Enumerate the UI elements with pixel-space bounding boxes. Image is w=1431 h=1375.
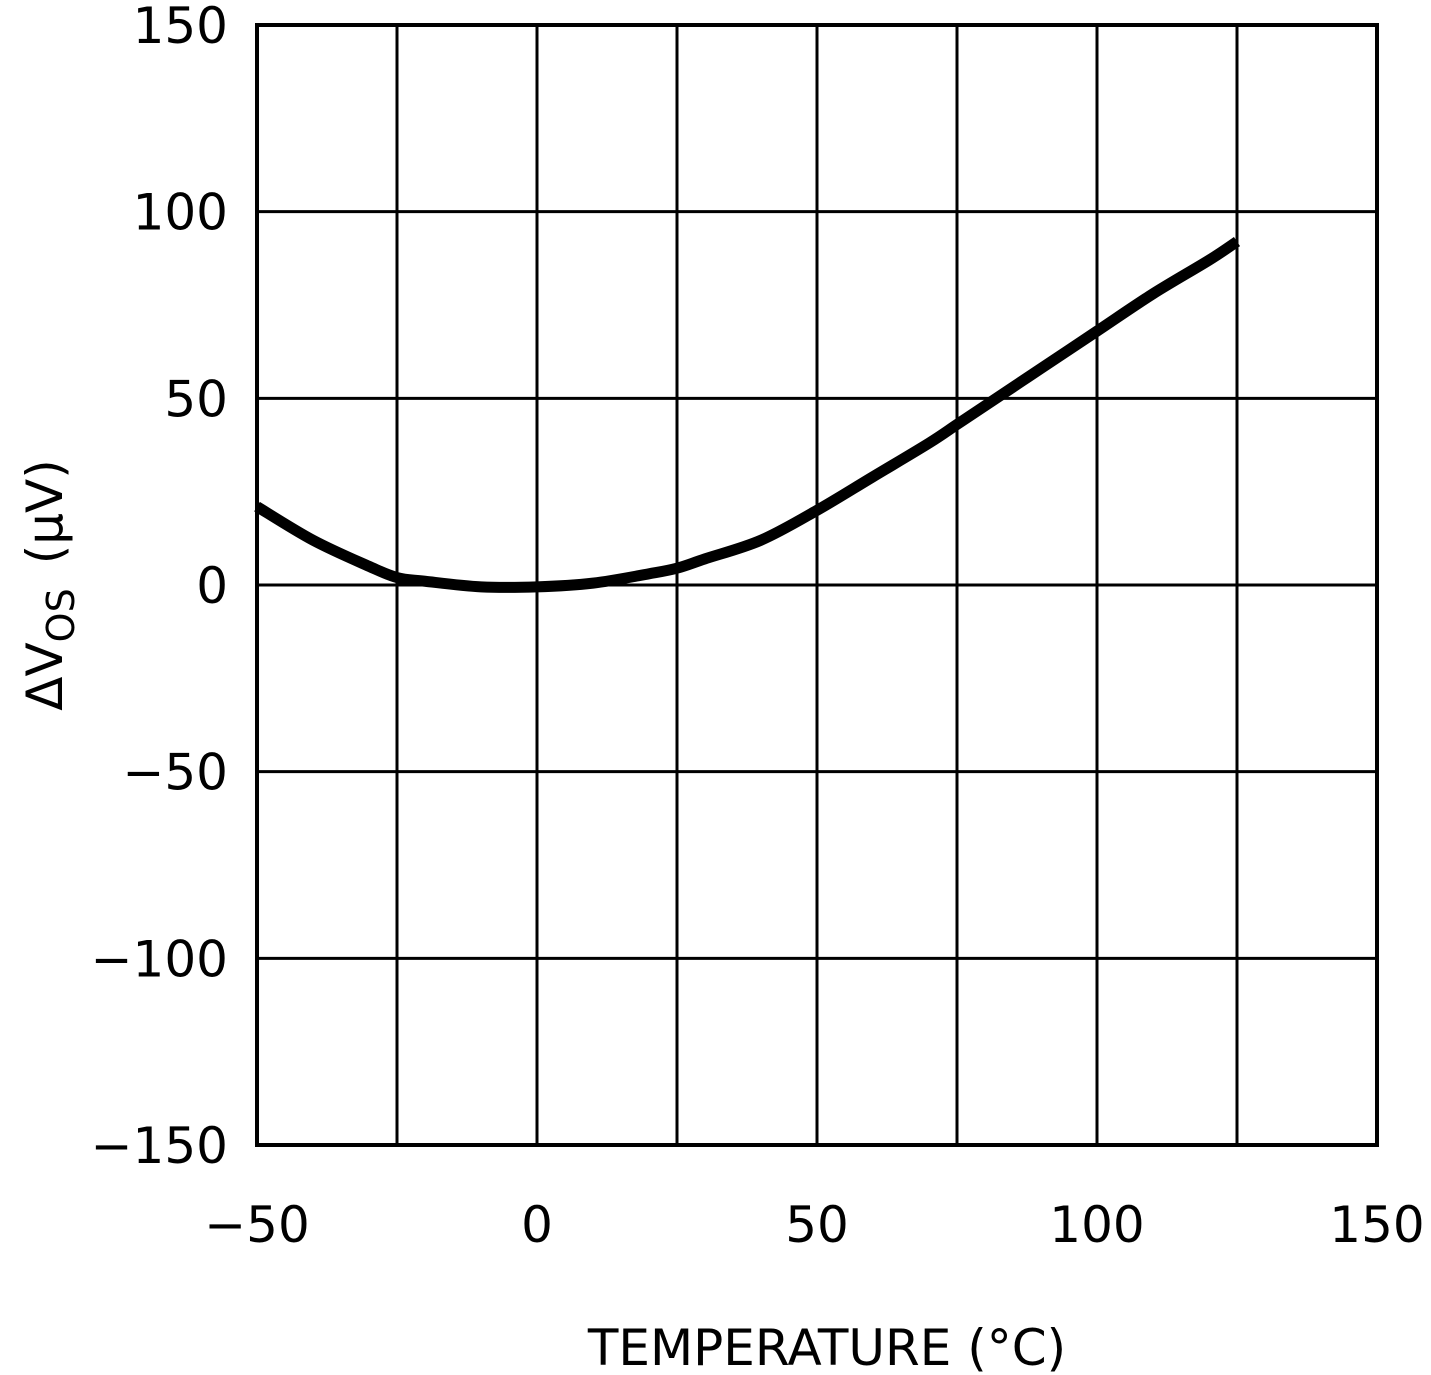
x-axis-label: TEMPERATURE (°C) <box>587 1319 1066 1375</box>
y-axis-tick-labels: −150 −100 −50 0 50 100 150 <box>91 0 228 1175</box>
y-tick-label: 100 <box>133 184 228 242</box>
y-tick-label: −100 <box>91 930 228 988</box>
data-line <box>254 236 1241 593</box>
x-tick-label: 0 <box>521 1196 553 1254</box>
y-tick-label: 0 <box>196 557 228 615</box>
x-tick-label: 100 <box>1049 1196 1144 1254</box>
y-axis-label: ΔVOS (µV) <box>16 459 83 710</box>
x-tick-label: −50 <box>204 1196 310 1254</box>
y-axis-label-sub: OS <box>39 588 83 642</box>
plot-frame <box>255 23 1379 1147</box>
y-axis-label-main: ΔV <box>16 642 74 710</box>
y-tick-label: −150 <box>91 1117 228 1175</box>
x-axis-tick-labels: −50 0 50 100 150 <box>204 1196 1424 1254</box>
x-tick-label: 150 <box>1329 1196 1424 1254</box>
y-tick-label: 50 <box>164 370 228 428</box>
svg-text:ΔVOS(µV): ΔVOS (µV) <box>16 459 83 710</box>
x-tick-label: 50 <box>785 1196 849 1254</box>
y-axis-label-unit: (µV) <box>16 459 74 564</box>
grid-lines <box>257 25 1377 1145</box>
y-tick-label: 150 <box>133 0 228 55</box>
y-tick-label: −50 <box>122 744 228 802</box>
